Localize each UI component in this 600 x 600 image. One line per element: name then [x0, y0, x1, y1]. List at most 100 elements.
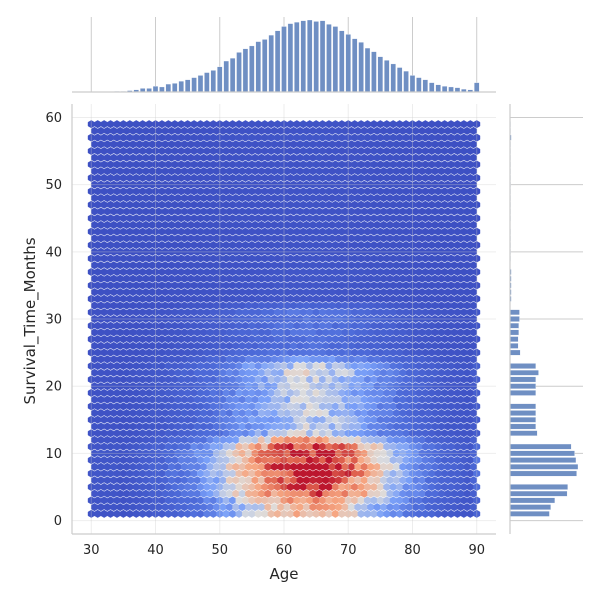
hexbin-cell — [470, 382, 477, 391]
hexbin-cell — [360, 328, 368, 337]
hexbin-cell — [312, 120, 320, 129]
hexbin-cell — [126, 442, 134, 451]
hexbin-cell — [129, 220, 137, 229]
hexbin-cell — [415, 241, 423, 250]
hexbin-cell — [190, 469, 198, 478]
hexbin-cell — [110, 341, 118, 350]
hexbin-cell — [107, 187, 115, 196]
hexbin-cell — [283, 435, 291, 444]
hexbin-cell — [132, 294, 140, 303]
hexbin-cell — [229, 362, 237, 371]
hexbin-cell — [267, 254, 275, 263]
hexbin-cell — [274, 469, 282, 478]
hexbin-cell — [453, 241, 461, 250]
right-hist-bar — [509, 403, 536, 410]
hexbin-cell — [241, 442, 249, 451]
hexbin-cell — [331, 362, 339, 371]
hexbin-cell — [222, 147, 230, 156]
hexbin-cell — [184, 147, 192, 156]
hexbin-cell — [299, 133, 307, 142]
hexbin-cell — [306, 388, 314, 397]
hexbin-cell — [354, 288, 362, 297]
hexbin-cell — [148, 194, 156, 203]
hexbin-cell — [245, 368, 253, 377]
hexbin-cell — [399, 288, 407, 297]
hexbin-cell — [370, 482, 378, 491]
hexbin-cell — [219, 435, 227, 444]
hexbin-cell — [229, 254, 237, 263]
hexbin-cell — [383, 254, 391, 263]
hexbin-cell — [94, 133, 102, 142]
hexbin-cell — [206, 126, 214, 135]
hexbin-cell — [174, 274, 182, 283]
hexbin-cell — [286, 120, 294, 129]
hexbin-cell — [91, 422, 98, 431]
hexbin-cell — [206, 395, 214, 404]
hexbin-cell — [200, 503, 208, 512]
hexbin-cell — [107, 482, 115, 491]
hexbin-cell — [145, 281, 153, 290]
hexbin-cell — [447, 173, 455, 182]
hexbin-cell — [164, 214, 172, 223]
hexbin-cell — [441, 281, 449, 290]
hexbin-cell — [100, 160, 108, 169]
hexbin-cell — [405, 422, 413, 431]
hexbin-cell — [132, 496, 140, 505]
hexbin-cell — [187, 368, 195, 377]
hexbin-cell — [132, 509, 140, 518]
hexbin-cell — [209, 160, 217, 169]
hexbin-cell — [94, 173, 102, 182]
hexbin-cell — [370, 415, 378, 424]
hexbin-cell — [248, 241, 256, 250]
hexbin-cell — [219, 207, 227, 216]
top-hist-bar — [159, 86, 165, 93]
hexbin-cell — [380, 194, 388, 203]
hexbin-cell — [171, 456, 179, 465]
hexbin-cell — [187, 140, 195, 149]
hexbin-cell — [164, 254, 172, 263]
hexbin-cell — [309, 355, 317, 364]
hexbin-cell — [94, 482, 102, 491]
hexbin-cell — [392, 503, 400, 512]
hexbin-cell — [335, 126, 343, 135]
hexbin-cell — [376, 335, 384, 344]
hexbin-cell — [91, 462, 98, 471]
hexbin-cell — [389, 120, 397, 129]
hexbin-cell — [107, 294, 115, 303]
hexbin-cell — [116, 503, 124, 512]
hexbin-cell — [177, 321, 185, 330]
hexbin-cell — [306, 200, 314, 209]
hexbin-cell — [290, 422, 298, 431]
hexbin-cell — [450, 261, 458, 270]
hexbin-cell — [164, 482, 172, 491]
hexbin-cell — [306, 402, 314, 411]
hexbin-cell — [473, 415, 481, 424]
hexbin-cell — [245, 503, 253, 512]
hexbin-cell — [94, 308, 102, 317]
hexbin-cell — [222, 254, 230, 263]
hexbin-cell — [457, 220, 465, 229]
hexbin-cell — [303, 167, 310, 176]
hexbin-cell — [415, 362, 423, 371]
hexbin-cell — [129, 153, 137, 162]
hexbin-cell — [299, 402, 307, 411]
hexbin-cell — [331, 308, 339, 317]
hexbin-cell — [376, 160, 384, 169]
hexbin-cell — [177, 241, 185, 250]
hexbin-cell — [434, 241, 442, 250]
hexbin-cell — [296, 341, 304, 350]
hexbin-cell — [274, 388, 282, 397]
hexbin-cell — [296, 220, 304, 229]
hexbin-cell — [100, 294, 108, 303]
hexbin-cell — [303, 234, 310, 243]
hexbin-cell — [425, 409, 433, 418]
hexbin-cell — [187, 194, 195, 203]
hexbin-cell — [267, 308, 275, 317]
hexbin-cell — [360, 288, 368, 297]
hexbin-cell — [383, 469, 391, 478]
hexbin-cell — [376, 429, 384, 438]
hexbin-cell — [418, 435, 426, 444]
hexbin-cell — [225, 194, 233, 203]
hexbin-cell — [232, 126, 240, 135]
hexbin-cell — [94, 254, 102, 263]
